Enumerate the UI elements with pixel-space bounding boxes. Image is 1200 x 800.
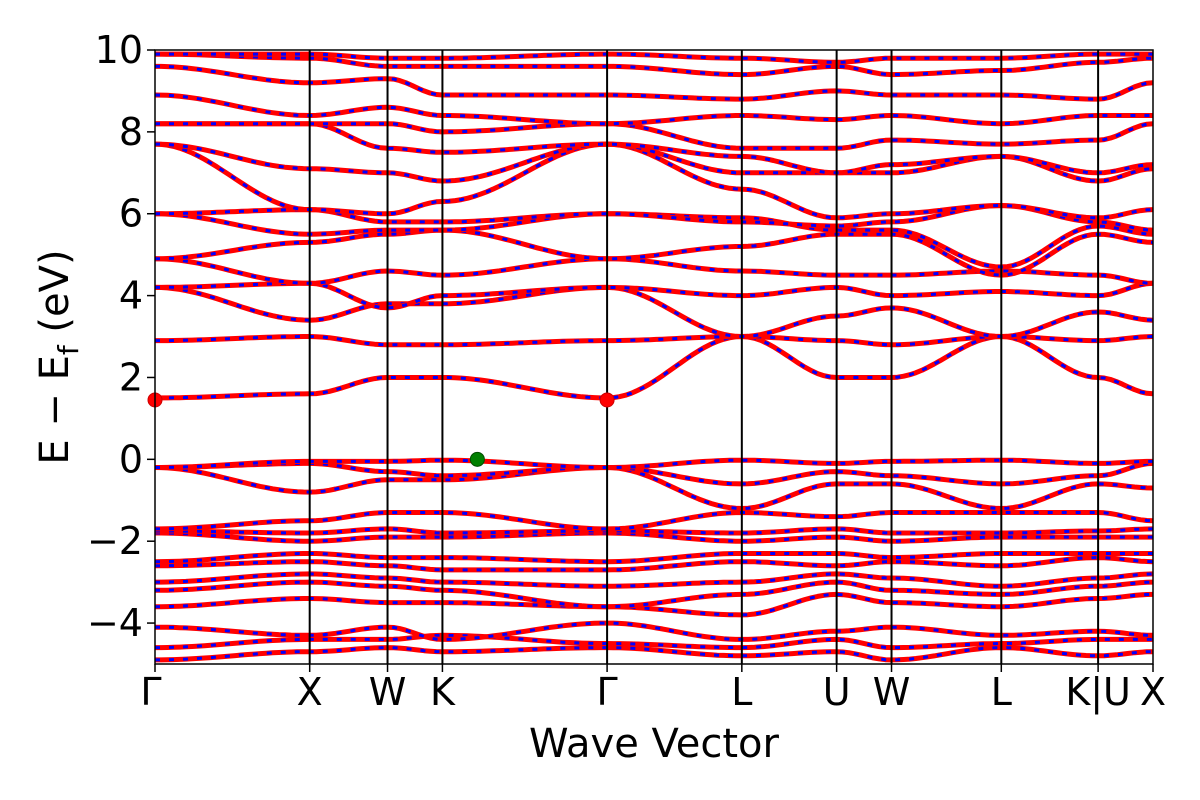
x-tick-label: Γ bbox=[140, 670, 161, 714]
band-line bbox=[155, 510, 1153, 532]
x-tick-label: W bbox=[873, 670, 911, 714]
band-line-dashed bbox=[155, 281, 1153, 310]
x-tick-label: L bbox=[991, 670, 1012, 714]
band-line-dashed bbox=[155, 633, 1153, 650]
band-line-dashed bbox=[155, 122, 1153, 175]
band-line-dashed bbox=[155, 142, 1153, 183]
band-line-dashed bbox=[155, 592, 1153, 617]
x-tick-label: X bbox=[1140, 670, 1166, 714]
band-line-dashed bbox=[155, 465, 1153, 511]
band-line-dashed bbox=[155, 93, 1153, 126]
band-line bbox=[155, 334, 1153, 401]
y-tick-label: 4 bbox=[119, 274, 143, 318]
cbm-marker bbox=[599, 392, 615, 408]
y-axis-label: E − Ef (eV) bbox=[32, 249, 85, 464]
y-tick-label: 0 bbox=[119, 437, 143, 481]
band-line bbox=[155, 280, 1153, 311]
band-line-dashed bbox=[155, 52, 1153, 77]
x-tick-label: W bbox=[369, 670, 407, 714]
band-line-dashed bbox=[155, 621, 1153, 641]
band-line-dashed bbox=[155, 572, 1153, 588]
y-tick-label: 8 bbox=[119, 110, 143, 154]
bands-layer bbox=[155, 51, 1153, 663]
band-line-dashed bbox=[155, 52, 1153, 64]
band-line bbox=[155, 121, 1153, 151]
band-line bbox=[155, 620, 1153, 642]
x-tick-label: U bbox=[823, 670, 851, 714]
band-line bbox=[155, 256, 1153, 286]
y-tick-label: 10 bbox=[95, 28, 143, 72]
x-axis-label: Wave Vector bbox=[529, 721, 780, 767]
extrema-markers bbox=[147, 392, 615, 467]
band-line-dashed bbox=[155, 580, 1153, 609]
band-line bbox=[155, 284, 1153, 339]
band-line-dashed bbox=[155, 461, 1153, 486]
vbm-marker bbox=[469, 451, 485, 467]
band-line-dashed bbox=[155, 334, 1153, 400]
x-tick-label: Γ bbox=[597, 670, 618, 714]
plot-frame bbox=[154, 49, 1154, 665]
x-tick-label: X bbox=[297, 670, 323, 714]
band-line-dashed bbox=[155, 285, 1153, 339]
x-ticks: Γ X W K Γ L U W L K|U X bbox=[140, 664, 1166, 715]
band-line-dashed bbox=[155, 527, 1153, 535]
y-tick-label: −2 bbox=[87, 519, 143, 563]
band-line bbox=[155, 457, 1153, 470]
y-tick-label: 2 bbox=[119, 355, 143, 399]
band-line-dashed bbox=[155, 334, 1153, 347]
band-line-dashed bbox=[155, 552, 1153, 564]
band-line-dashed bbox=[155, 556, 1153, 572]
band-line bbox=[155, 645, 1153, 663]
kpoint-lines bbox=[308, 50, 1100, 664]
x-tick-label: K|U bbox=[1065, 670, 1131, 715]
band-line-dashed bbox=[155, 203, 1153, 232]
band-line-dashed bbox=[155, 142, 1153, 220]
x-tick-label: L bbox=[731, 670, 752, 714]
x-tick-label: K bbox=[430, 670, 456, 714]
band-line-dashed bbox=[155, 646, 1153, 662]
band-line-dashed bbox=[155, 257, 1153, 285]
band-line bbox=[155, 526, 1153, 536]
band-line bbox=[155, 92, 1153, 127]
band-line-dashed bbox=[155, 458, 1153, 469]
band-line-dashed bbox=[155, 122, 1153, 150]
y-tick-label: −4 bbox=[87, 601, 143, 645]
band-line bbox=[155, 227, 1153, 278]
band-line-dashed bbox=[155, 531, 1153, 543]
y-ticks: 10 8 6 4 2 0 −2 −4 bbox=[87, 28, 155, 645]
y-tick-label: 6 bbox=[119, 192, 143, 236]
band-line-dashed bbox=[155, 64, 1153, 101]
band-line-dashed bbox=[155, 510, 1153, 531]
